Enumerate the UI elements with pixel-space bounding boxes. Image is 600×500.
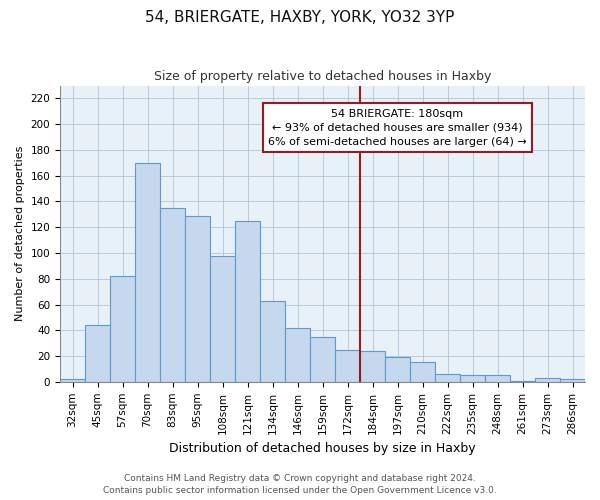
Bar xyxy=(310,336,335,382)
Bar xyxy=(60,379,85,382)
Bar xyxy=(185,216,210,382)
Bar xyxy=(535,378,560,382)
Bar xyxy=(560,379,585,382)
Bar xyxy=(385,358,410,382)
Bar xyxy=(260,300,285,382)
Bar xyxy=(410,362,435,382)
Bar xyxy=(210,256,235,382)
Text: 54 BRIERGATE: 180sqm
← 93% of detached houses are smaller (934)
6% of semi-detac: 54 BRIERGATE: 180sqm ← 93% of detached h… xyxy=(268,108,527,146)
Bar xyxy=(460,376,485,382)
Text: Contains HM Land Registry data © Crown copyright and database right 2024.
Contai: Contains HM Land Registry data © Crown c… xyxy=(103,474,497,495)
Bar xyxy=(510,380,535,382)
Text: 54, BRIERGATE, HAXBY, YORK, YO32 3YP: 54, BRIERGATE, HAXBY, YORK, YO32 3YP xyxy=(145,10,455,25)
Bar xyxy=(110,276,135,382)
Bar xyxy=(85,325,110,382)
Bar xyxy=(435,374,460,382)
Bar xyxy=(235,221,260,382)
Bar xyxy=(135,163,160,382)
Y-axis label: Number of detached properties: Number of detached properties xyxy=(15,146,25,322)
Title: Size of property relative to detached houses in Haxby: Size of property relative to detached ho… xyxy=(154,70,491,83)
Bar xyxy=(285,328,310,382)
Bar xyxy=(485,376,510,382)
X-axis label: Distribution of detached houses by size in Haxby: Distribution of detached houses by size … xyxy=(169,442,476,455)
Bar xyxy=(335,350,360,382)
Bar xyxy=(160,208,185,382)
Bar xyxy=(360,351,385,382)
